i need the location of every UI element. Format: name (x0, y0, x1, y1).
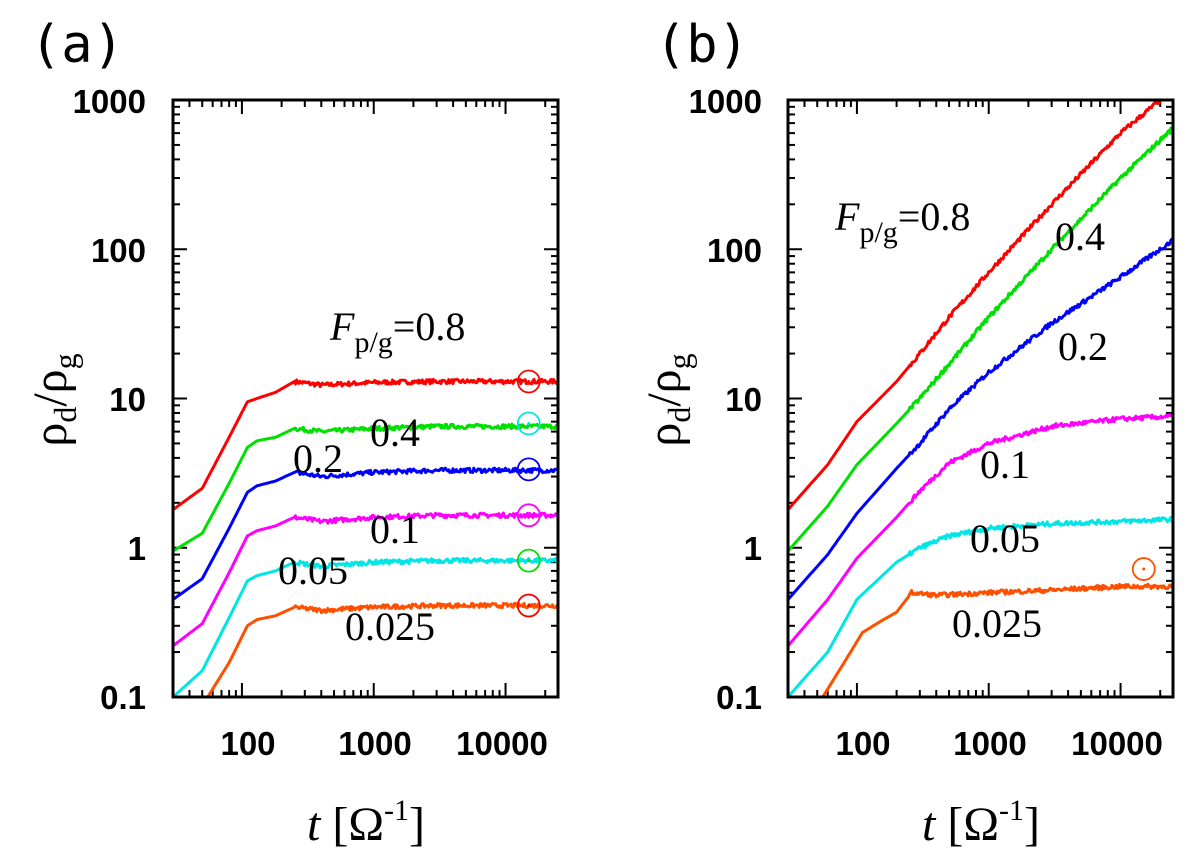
series-line-5 (821, 582, 1173, 697)
marker-dot-4 (527, 559, 531, 563)
series-line-0 (173, 377, 558, 511)
series-line-1 (173, 422, 558, 553)
panel-b-xlabel: t [Ω-1] (922, 794, 1040, 851)
panel-b-ytick-0.1: 0.1 (716, 679, 762, 716)
panel-b-label-0.025: 0.025 (952, 601, 1042, 646)
panel-b-label-0.2: 0.2 (1058, 324, 1108, 369)
panel-b-ylabel: ρd/ρg (638, 353, 697, 446)
series-line-4 (173, 556, 558, 697)
panel-b-label-0.8: Fp/g=0.8 (834, 194, 970, 249)
panel-a-label-0.8: Fp/g=0.8 (329, 304, 465, 359)
panel-a-ytick-100: 100 (91, 232, 146, 269)
panel-a-xlabel: t [Ω-1] (307, 794, 425, 851)
marker-dot-0 (1142, 567, 1146, 571)
marker-dot-1 (527, 421, 531, 425)
marker-dot-5 (527, 604, 531, 608)
marker-1 (516, 411, 541, 436)
series-line-0 (788, 100, 1162, 511)
panel-a: (a) 0.1 1 10 100 1000 100 1000 10000 t [… (24, 15, 560, 851)
marker-dot-3 (527, 513, 531, 517)
panel-b-markers (1131, 557, 1156, 581)
marker-3 (516, 503, 541, 528)
panel-b-ytick-1: 1 (744, 530, 762, 567)
panel-a-xtick-10000: 10000 (456, 725, 548, 762)
series-line-1 (788, 126, 1173, 553)
panel-a-label-0.1: 0.1 (370, 507, 420, 552)
panel-b-label: (b) (655, 15, 749, 75)
panel-b-frame (786, 98, 1175, 699)
marker-5 (516, 593, 541, 618)
series-line-4 (788, 516, 1173, 697)
panel-b-xtick-1000: 1000 (953, 725, 1026, 762)
panel-a-ytick-1000: 1000 (73, 83, 146, 120)
marker-dot-2 (527, 467, 531, 471)
marker-4 (516, 548, 541, 573)
panel-a-label-0.025: 0.025 (345, 604, 435, 649)
panel-a-ytick-0.1: 0.1 (100, 679, 146, 716)
panel-b: (b) 0.1 1 10 100 1000 100 1000 10000 t [… (638, 15, 1175, 851)
panel-a-markers (516, 369, 541, 618)
marker-2 (516, 457, 541, 482)
panel-a-label-0.05: 0.05 (278, 548, 348, 593)
marker-0 (1131, 557, 1156, 581)
series-line-2 (788, 237, 1173, 601)
series-line-5 (206, 601, 558, 697)
series-line-3 (173, 511, 558, 648)
panel-b-label-0.1: 0.1 (980, 442, 1030, 487)
panel-a-frame (171, 98, 560, 699)
panel-a-xtick-100: 100 (220, 725, 275, 762)
panel-b-ytick-10: 10 (725, 381, 762, 418)
panel-b-curves (788, 100, 1173, 697)
panel-a-ytick-10: 10 (109, 381, 146, 418)
panel-a-label-0.2: 0.2 (293, 436, 343, 481)
panel-a-ylabel: ρd/ρg (24, 353, 83, 446)
series-line-2 (173, 466, 558, 601)
panel-b-ytick-1000: 1000 (689, 83, 762, 120)
panel-b-xtick-100: 100 (835, 725, 890, 762)
marker-dot-0 (527, 379, 531, 383)
panel-a-xtick-1000: 1000 (338, 725, 411, 762)
panel-b-label-0.4: 0.4 (1055, 214, 1105, 259)
panel-a-label: (a) (30, 15, 124, 75)
panel-a-label-0.4: 0.4 (370, 410, 420, 455)
panel-b-label-0.05: 0.05 (970, 516, 1040, 561)
panel-b-ytick-100: 100 (707, 232, 762, 269)
series-line-3 (788, 413, 1173, 647)
panel-a-curves (173, 377, 558, 697)
marker-0 (516, 369, 541, 394)
panel-b-xtick-10000: 10000 (1071, 725, 1163, 762)
panel-a-ytick-1: 1 (128, 530, 146, 567)
